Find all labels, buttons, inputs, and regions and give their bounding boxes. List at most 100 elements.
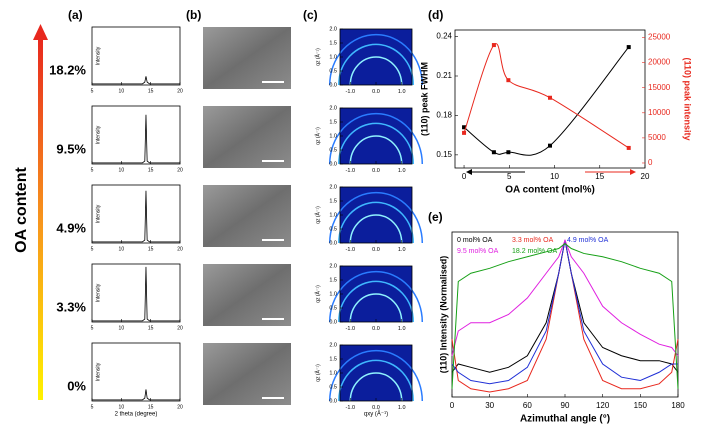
data-point xyxy=(626,45,631,50)
y-axis-label: Intensity xyxy=(95,125,101,144)
legend-entry: 0 mol% OA xyxy=(457,237,493,244)
data-point xyxy=(548,143,552,148)
x-tick-label: 15 xyxy=(148,325,154,331)
data-line xyxy=(92,190,180,243)
oa-percentage: 3.3% xyxy=(56,299,86,314)
panel-label: (e) xyxy=(428,210,443,224)
y2-axis-label: (110) peak intensity xyxy=(683,57,693,140)
y2-tick-label: 20000 xyxy=(648,58,671,67)
legend-entry: 18.2 mol% OA xyxy=(512,248,557,255)
data-line xyxy=(92,114,180,164)
x-tick-label: 5 xyxy=(91,325,94,331)
x-tick-label: 5 xyxy=(91,246,94,252)
side-label: OA content xyxy=(13,167,30,253)
x-tick-label: 10 xyxy=(119,325,125,331)
y-axis-label: qz (Å⁻¹) xyxy=(314,127,321,145)
y-tick-label: 1.5 xyxy=(329,356,337,362)
y-tick-label: 0.0 xyxy=(329,398,337,404)
diffraction-ring xyxy=(328,270,424,323)
x-tick-label: 5 xyxy=(507,172,512,181)
data-point xyxy=(462,125,467,130)
x-tick-label: 20 xyxy=(177,88,183,94)
diffraction-ring xyxy=(349,214,403,244)
y-tick-label: 0.0 xyxy=(329,240,337,246)
x-tick-label: 0.0 xyxy=(372,168,380,174)
x-tick-label: 1.0 xyxy=(398,89,406,95)
data-point xyxy=(491,150,496,155)
x-tick-label: -1.0 xyxy=(346,326,355,332)
diffraction-ring xyxy=(349,372,403,402)
y-tick-label: 0.21 xyxy=(436,71,452,80)
y-tick-label: 1.0 xyxy=(329,133,337,139)
data-point xyxy=(626,145,631,150)
y2-tick-label: 10000 xyxy=(648,108,671,117)
y-tick-label: 0.0 xyxy=(329,161,337,167)
y-tick-label: 0.5 xyxy=(329,68,337,74)
y-tick-label: 2.0 xyxy=(329,26,337,32)
y-axis-label: qz (Å⁻¹) xyxy=(314,364,321,382)
y-tick-label: 2.0 xyxy=(329,105,337,111)
x-tick-label: 0.0 xyxy=(372,405,380,411)
x-tick-label: 1.0 xyxy=(398,405,406,411)
x-tick-label: 90 xyxy=(561,401,570,410)
oa-percentage: 9.5% xyxy=(56,141,86,156)
data-point xyxy=(462,130,467,135)
x-tick-label: 10 xyxy=(119,167,125,173)
arrow-head xyxy=(466,169,472,175)
y-axis-label: qz (Å⁻¹) xyxy=(314,48,321,66)
diffraction-ring xyxy=(349,135,403,165)
y-axis-label: Intensity xyxy=(95,283,101,302)
x-tick-label: 5 xyxy=(91,404,94,410)
sem-image xyxy=(203,27,291,89)
y-axis-label: qz (Å⁻¹) xyxy=(314,206,321,224)
data-point xyxy=(506,78,511,83)
data-line xyxy=(451,240,678,385)
arrow-head xyxy=(33,24,48,40)
x-tick-label: -1.0 xyxy=(346,168,355,174)
y-tick-label: 1.5 xyxy=(329,277,337,283)
y2-tick-label: 0 xyxy=(648,158,653,167)
sem-image xyxy=(203,264,291,326)
x-tick-label: 15 xyxy=(148,404,154,410)
y-tick-label: 0.18 xyxy=(436,111,452,120)
diffraction-ring xyxy=(337,280,415,323)
x-tick-label: 20 xyxy=(177,167,183,173)
x-tick-label: 10 xyxy=(119,246,125,252)
plot-frame xyxy=(451,231,679,398)
y-tick-label: 1.0 xyxy=(329,54,337,60)
x-tick-label: 10 xyxy=(119,88,125,94)
legend-entry: 3.3 mol% OA xyxy=(512,237,554,244)
x-axis-label: 2 theta (degree) xyxy=(115,412,158,418)
y-tick-label: 0.15 xyxy=(436,150,452,159)
x-tick-label: 0 xyxy=(462,172,467,181)
diffraction-ring xyxy=(349,56,403,86)
data-line xyxy=(451,240,679,373)
panel-label: (a) xyxy=(68,8,83,22)
y-tick-label: 0.0 xyxy=(329,82,337,88)
x-tick-label: -1.0 xyxy=(346,247,355,253)
diffraction-ring xyxy=(328,112,424,165)
x-tick-label: -1.0 xyxy=(346,89,355,95)
x-tick-label: 150 xyxy=(634,401,648,410)
x-tick-label: 20 xyxy=(641,172,650,181)
x-axis-label: qxy (Å⁻¹) xyxy=(364,411,388,418)
y-axis-label: (110) peak FWHM xyxy=(419,62,429,136)
panel-label: (d) xyxy=(428,8,443,22)
data-line xyxy=(92,266,180,322)
x-tick-label: 30 xyxy=(485,401,494,410)
x-tick-label: -1.0 xyxy=(346,405,355,411)
data-point xyxy=(548,95,552,100)
x-tick-label: 1.0 xyxy=(398,247,406,253)
arrow-head xyxy=(630,169,636,175)
plot-frame xyxy=(91,342,181,402)
sem-image xyxy=(203,185,291,247)
plot-frame xyxy=(454,29,646,169)
y2-tick-label: 5000 xyxy=(648,133,666,142)
y-tick-label: 1.0 xyxy=(329,370,337,376)
y-tick-label: 0.5 xyxy=(329,305,337,311)
diffraction-ring xyxy=(349,293,403,323)
panel-label: (b) xyxy=(186,8,201,22)
y-tick-label: 0.24 xyxy=(436,32,452,41)
oa-percentage: 0% xyxy=(67,378,86,393)
x-tick-label: 10 xyxy=(550,172,559,181)
